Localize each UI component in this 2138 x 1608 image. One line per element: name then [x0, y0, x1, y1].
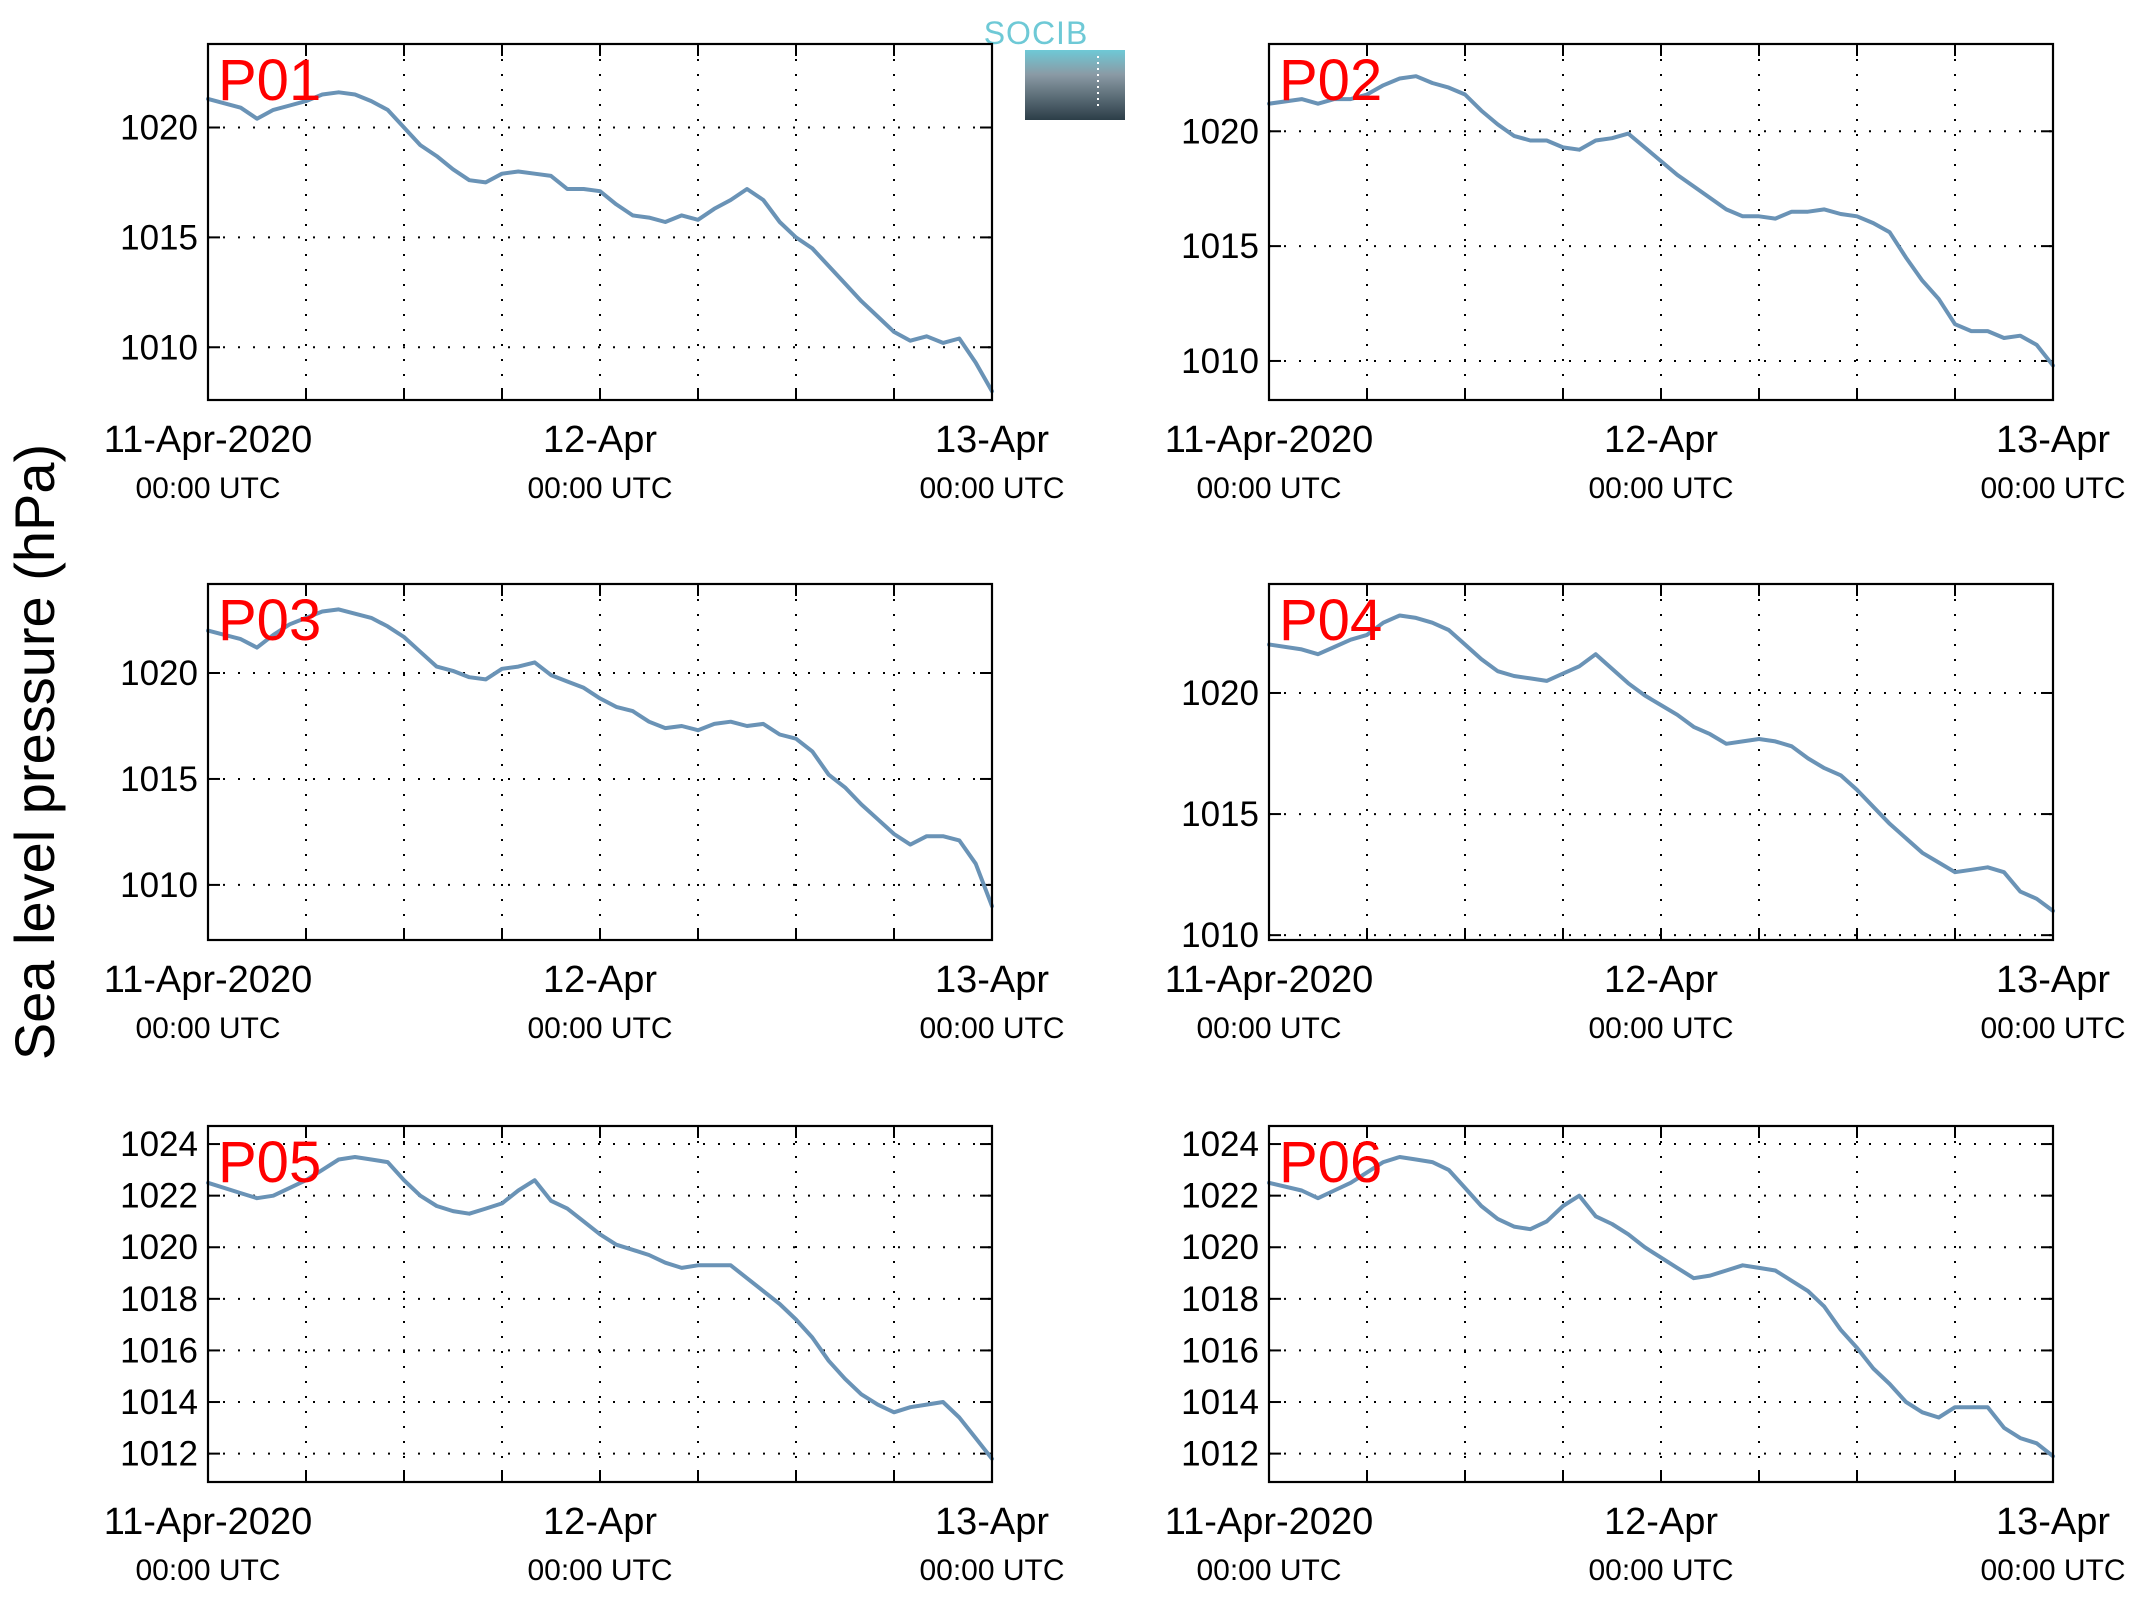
x-tick-sublabel: 00:00 UTC [1980, 472, 2125, 505]
x-tick-label: 11-Apr-2020 [104, 1501, 312, 1543]
y-axis-label: Sea level pressure (hPa) [3, 444, 66, 1060]
y-tick-label: 1024 [1181, 1125, 1259, 1164]
x-tick-label: 13-Apr [935, 419, 1049, 461]
panel-title: P02 [1279, 48, 1382, 113]
y-tick-label: 1016 [120, 1331, 198, 1370]
x-tick-label: 11-Apr-2020 [1165, 419, 1373, 461]
x-tick-label: 12-Apr [543, 419, 657, 461]
chart-panels: 1010 1015 1020 11-Apr-2020 00:00 UTC 12-Apr 00… [104, 42, 2126, 1587]
socib-logo: SOCIB [984, 15, 1125, 120]
chart-panel-p04: 1010 1015 1020 11-Apr-2020 00:00 UTC 12-Apr 00… [1165, 582, 2126, 1045]
logo-block [1025, 50, 1125, 120]
x-tick-sublabel: 00:00 UTC [1588, 472, 1733, 505]
series-line [1267, 74, 2055, 368]
x-tick-sublabel: 00:00 UTC [919, 472, 1064, 505]
x-tick-label: 11-Apr-2020 [104, 419, 312, 461]
y-tick-label: 1018 [1181, 1280, 1259, 1319]
x-tick-sublabel: 00:00 UTC [1980, 1554, 2125, 1587]
y-tick-label: 1014 [1181, 1383, 1259, 1422]
x-tick-sublabel: 00:00 UTC [135, 1012, 280, 1045]
y-tick-label: 1010 [1181, 916, 1259, 955]
series-line [1267, 613, 2055, 913]
axes-frame [206, 1124, 994, 1484]
logo-text: SOCIB [984, 15, 1089, 51]
panel-title: P04 [1279, 588, 1382, 653]
axes-frame [1267, 42, 2055, 402]
chart-panel-p06: 1012 1014 1016 1018 1020 1022 1024 11-Apr-2020 0… [1165, 1124, 2126, 1587]
x-tick-label: 11-Apr-2020 [104, 959, 312, 1001]
y-tick-label: 1010 [1181, 342, 1259, 381]
series-line [1267, 1155, 2055, 1459]
x-tick-label: 13-Apr [935, 1501, 1049, 1543]
chart-panel-p03: 1010 1015 1020 11-Apr-2020 00:00 UTC 12-Apr 00… [104, 582, 1065, 1045]
y-tick-label: 1020 [1181, 112, 1259, 151]
y-tick-label: 1015 [120, 760, 198, 799]
x-tick-sublabel: 00:00 UTC [135, 1554, 280, 1587]
x-tick-sublabel: 00:00 UTC [1588, 1012, 1733, 1045]
x-tick-sublabel: 00:00 UTC [1980, 1012, 2125, 1045]
y-tick-label: 1010 [120, 866, 198, 905]
x-tick-sublabel: 00:00 UTC [527, 1012, 672, 1045]
x-tick-label: 11-Apr-2020 [1165, 1501, 1373, 1543]
x-tick-sublabel: 00:00 UTC [1196, 1012, 1341, 1045]
y-tick-label: 1022 [120, 1177, 198, 1216]
x-tick-sublabel: 00:00 UTC [1196, 1554, 1341, 1587]
y-tick-label: 1015 [1181, 227, 1259, 266]
x-tick-label: 13-Apr [1996, 1501, 2110, 1543]
axes-frame [206, 582, 994, 942]
x-tick-label: 11-Apr-2020 [1165, 959, 1373, 1001]
y-tick-label: 1020 [120, 1228, 198, 1267]
x-tick-label: 12-Apr [1604, 959, 1718, 1001]
x-tick-sublabel: 00:00 UTC [527, 1554, 672, 1587]
y-tick-label: 1018 [120, 1280, 198, 1319]
x-tick-sublabel: 00:00 UTC [1196, 472, 1341, 505]
x-tick-label: 12-Apr [1604, 1501, 1718, 1543]
x-tick-label: 13-Apr [1996, 959, 2110, 1001]
y-tick-label: 1016 [1181, 1331, 1259, 1370]
chart-panel-p02: 1010 1015 1020 11-Apr-2020 00:00 UTC 12-Apr 00… [1165, 42, 2126, 505]
x-tick-sublabel: 00:00 UTC [919, 1554, 1064, 1587]
y-tick-label: 1022 [1181, 1177, 1259, 1216]
panel-title: P05 [218, 1130, 321, 1195]
x-tick-label: 12-Apr [1604, 419, 1718, 461]
y-tick-label: 1014 [120, 1383, 198, 1422]
panel-title: P01 [218, 48, 321, 113]
x-tick-sublabel: 00:00 UTC [135, 472, 280, 505]
series-line [206, 1155, 994, 1461]
y-tick-label: 1012 [1181, 1435, 1259, 1474]
x-tick-sublabel: 00:00 UTC [919, 1012, 1064, 1045]
y-tick-label: 1020 [1181, 1228, 1259, 1267]
chart-panel-p05: 1012 1014 1016 1018 1020 1022 1024 11-Apr-2020 0… [104, 1124, 1065, 1587]
x-tick-label: 12-Apr [543, 1501, 657, 1543]
x-tick-label: 13-Apr [935, 959, 1049, 1001]
y-tick-label: 1020 [1181, 674, 1259, 713]
panel-title: P06 [1279, 1130, 1382, 1195]
x-tick-label: 13-Apr [1996, 419, 2110, 461]
x-tick-sublabel: 00:00 UTC [527, 472, 672, 505]
series-line [206, 607, 994, 909]
chart-panel-p01: 1010 1015 1020 11-Apr-2020 00:00 UTC 12-Apr 00… [104, 42, 1065, 505]
y-tick-label: 1020 [120, 109, 198, 148]
panel-title: P03 [218, 588, 321, 653]
x-tick-label: 12-Apr [543, 959, 657, 1001]
y-tick-label: 1012 [120, 1435, 198, 1474]
series-line [206, 90, 994, 394]
y-tick-label: 1015 [120, 218, 198, 257]
axes-frame [1267, 1124, 2055, 1484]
axes-frame [206, 42, 994, 402]
y-tick-label: 1015 [1181, 795, 1259, 834]
y-tick-label: 1020 [120, 654, 198, 693]
y-tick-label: 1010 [120, 328, 198, 367]
y-tick-label: 1024 [120, 1125, 198, 1164]
x-tick-sublabel: 00:00 UTC [1588, 1554, 1733, 1587]
axes-frame [1267, 582, 2055, 942]
